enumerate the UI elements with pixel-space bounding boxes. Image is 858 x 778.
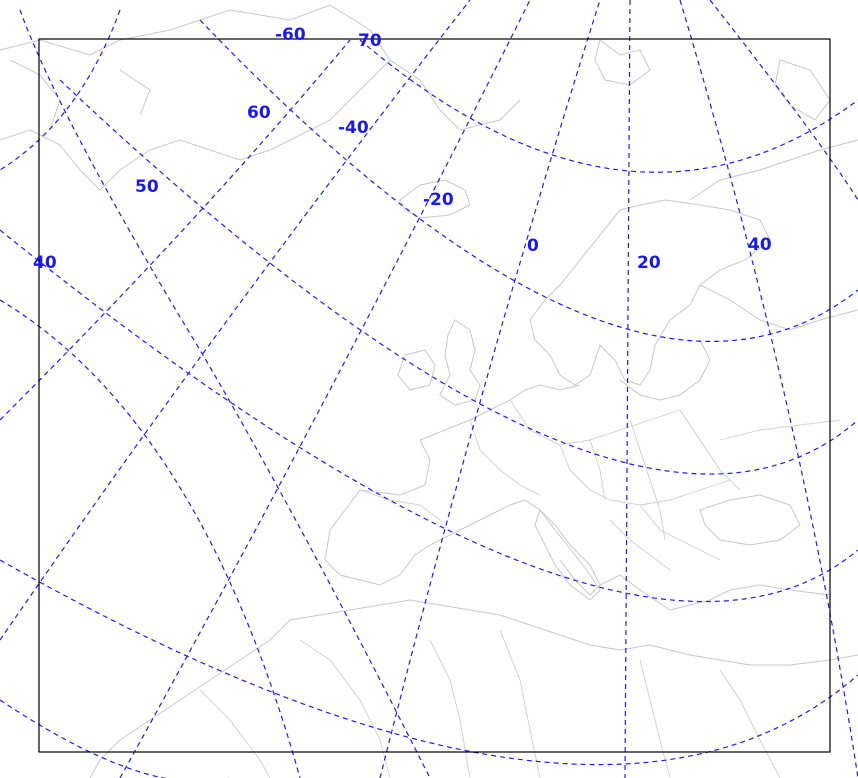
longitude-label: 0 bbox=[527, 236, 539, 256]
latitude-label: 50 bbox=[135, 177, 159, 197]
longitude-label: -40 bbox=[338, 118, 369, 138]
longitude-label: -60 bbox=[275, 25, 306, 45]
latitude-label: 70 bbox=[358, 31, 382, 51]
latitude-label: 40 bbox=[33, 253, 57, 273]
latitude-label: 60 bbox=[247, 103, 271, 123]
longitude-label: -20 bbox=[423, 190, 454, 210]
longitude-label: 40 bbox=[748, 235, 772, 255]
longitude-label: 20 bbox=[637, 253, 661, 273]
